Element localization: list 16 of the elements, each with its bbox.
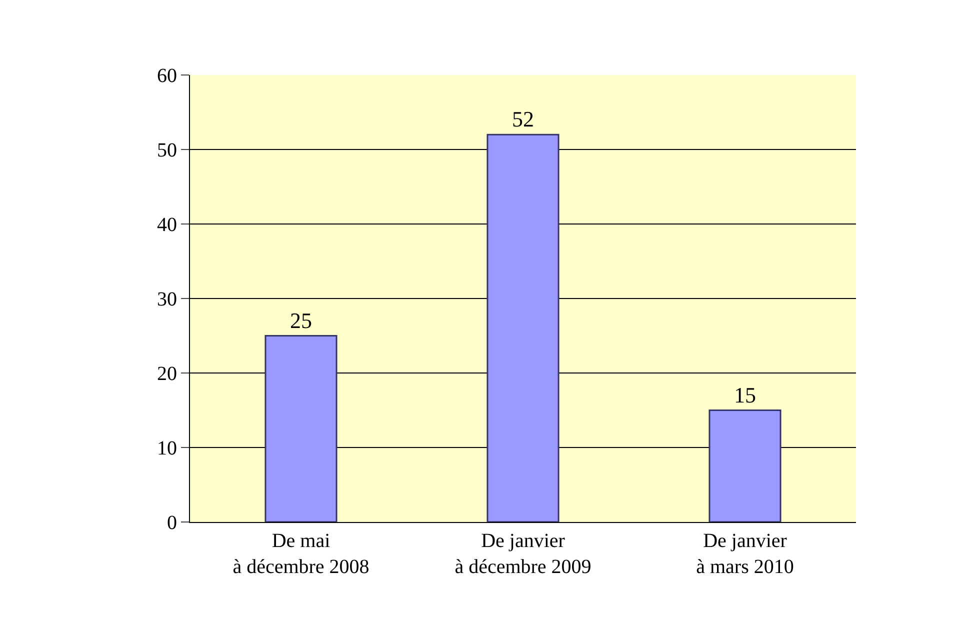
data-label: 25 (290, 308, 312, 333)
x-tick-label: De mai à décembre 2008 (232, 530, 370, 578)
bar (708, 410, 782, 522)
x-tick-label: De janvier à mars 2010 (696, 530, 794, 578)
y-tick-label: 10 (157, 438, 177, 460)
bar (486, 134, 560, 522)
y-tick-label: 40 (157, 214, 177, 236)
data-label: 52 (512, 106, 534, 132)
y-tick-label: 30 (157, 288, 177, 310)
x-tick-label: De janvier à décembre 2009 (454, 530, 592, 578)
y-tick-label: 20 (157, 363, 177, 385)
y-tick-label: 60 (157, 65, 177, 87)
data-label: 15 (734, 382, 756, 408)
bar (264, 335, 338, 522)
y-tick-label: 50 (157, 140, 177, 162)
y-tick-label: 0 (167, 512, 177, 534)
